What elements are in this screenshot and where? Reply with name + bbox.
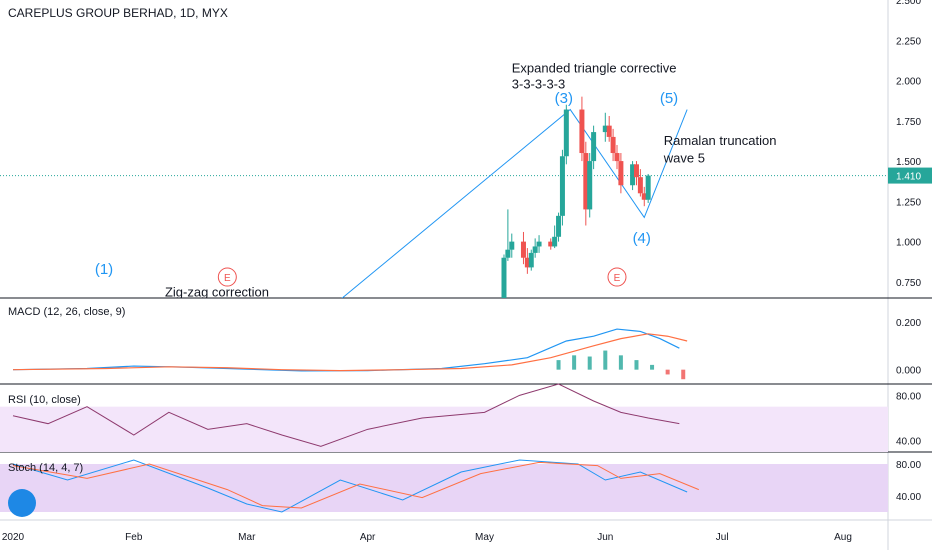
wave-label: (5) xyxy=(660,90,678,107)
earnings-marker xyxy=(217,267,237,287)
candle-body xyxy=(524,257,530,268)
macd-histogram-bar xyxy=(681,369,686,380)
tradingview-logo[interactable] xyxy=(8,489,36,517)
rsi-label: RSI (10, close) xyxy=(8,394,81,406)
rsi-tick-label: 40.00 xyxy=(896,437,921,448)
annotation-text: Ramalan truncation xyxy=(664,133,777,148)
candle-body xyxy=(552,236,558,247)
price-tick-label: 1.250 xyxy=(896,197,921,208)
candle-body xyxy=(563,109,569,157)
rsi-line xyxy=(12,383,680,447)
candle-body xyxy=(602,125,608,133)
candle-body xyxy=(583,153,589,210)
candle-body xyxy=(548,241,554,247)
last-price-badge xyxy=(888,167,932,184)
candle-body xyxy=(536,241,542,247)
price-pane: Expanded triangle corrective 3-3-3-3-3(3)… xyxy=(95,60,777,299)
candle-body xyxy=(509,241,515,250)
candle-body xyxy=(579,109,585,154)
macd-tick-label: 0.000 xyxy=(896,366,921,377)
macd-histogram-bar xyxy=(650,364,655,370)
candle-body xyxy=(520,241,526,258)
annotation-text: wave 5 xyxy=(663,151,705,166)
annotation-text: Zig-zag correction xyxy=(165,284,269,299)
earnings-marker xyxy=(607,267,627,287)
candle-body xyxy=(618,161,624,186)
macd-histogram-bar xyxy=(634,360,639,370)
last-price-label: 1.410 xyxy=(896,172,921,183)
candle-body xyxy=(587,161,593,210)
candle-body xyxy=(501,257,507,298)
elliott-wave-line xyxy=(341,108,688,298)
candle-body xyxy=(645,175,651,200)
chart-title: CAREPLUS GROUP BERHAD, 1D, MYX xyxy=(8,6,228,20)
macd-histogram-bar xyxy=(618,355,623,370)
candle-body xyxy=(505,249,511,258)
rsi-band xyxy=(0,406,888,452)
macd-signal-line xyxy=(12,333,688,372)
price-tick-label: 2.000 xyxy=(896,77,921,88)
time-tick-label: Jul xyxy=(716,532,729,543)
earnings-marker-label: E xyxy=(224,273,231,284)
time-tick-label: Feb xyxy=(125,532,143,543)
candle-body xyxy=(556,215,562,237)
wave-label: (4) xyxy=(633,230,651,247)
earnings-marker-label: E xyxy=(614,273,621,284)
candle-body xyxy=(633,164,639,178)
macd-histogram-bar xyxy=(572,355,577,370)
stoch-tick-label: 40.00 xyxy=(896,492,921,503)
candle-body xyxy=(528,252,534,268)
annotation-text: 3-3-3-3-3 xyxy=(512,77,565,92)
macd-histogram-bar xyxy=(603,350,608,370)
time-tick-label: Aug xyxy=(834,532,852,543)
candle-body xyxy=(591,132,597,162)
candle-body xyxy=(606,125,612,137)
price-tick-label: 2.500 xyxy=(896,0,921,7)
wave-label: (1) xyxy=(95,261,113,278)
time-tick-label: Jun xyxy=(597,532,613,543)
candle-body xyxy=(637,177,643,194)
wave-label: (3) xyxy=(555,90,573,107)
macd-label: MACD (12, 26, close, 9) xyxy=(8,306,126,318)
candle-body xyxy=(630,164,636,186)
price-tick-label: 1.000 xyxy=(896,238,921,249)
stoch-tick-label: 80.00 xyxy=(896,460,921,471)
macd-tick-label: 0.200 xyxy=(896,318,921,329)
candle-body xyxy=(614,153,620,162)
macd-histogram-bar xyxy=(587,356,592,370)
stoch-label: Stoch (14, 4, 7) xyxy=(8,462,84,474)
time-tick-label: May xyxy=(475,532,494,543)
time-tick-label: Mar xyxy=(238,532,256,543)
annotation-text: Expanded triangle corrective xyxy=(512,60,677,75)
macd-histogram-bar xyxy=(556,360,561,370)
price-tick-label: 2.250 xyxy=(896,36,921,47)
candle-body xyxy=(559,156,565,216)
candle-body xyxy=(610,136,616,154)
time-tick-label: 2020 xyxy=(2,532,25,543)
stoch-d-line xyxy=(12,461,700,509)
rsi-tick-label: 80.00 xyxy=(896,391,921,402)
price-tick-label: 0.750 xyxy=(896,278,921,289)
time-tick-label: Apr xyxy=(360,532,376,543)
candle-body xyxy=(532,246,538,253)
price-tick-label: 1.750 xyxy=(896,117,921,128)
candle-body xyxy=(641,193,647,200)
macd-histogram-bar xyxy=(665,369,670,375)
stoch-band xyxy=(0,464,888,512)
price-tick-label: 1.500 xyxy=(896,157,921,168)
